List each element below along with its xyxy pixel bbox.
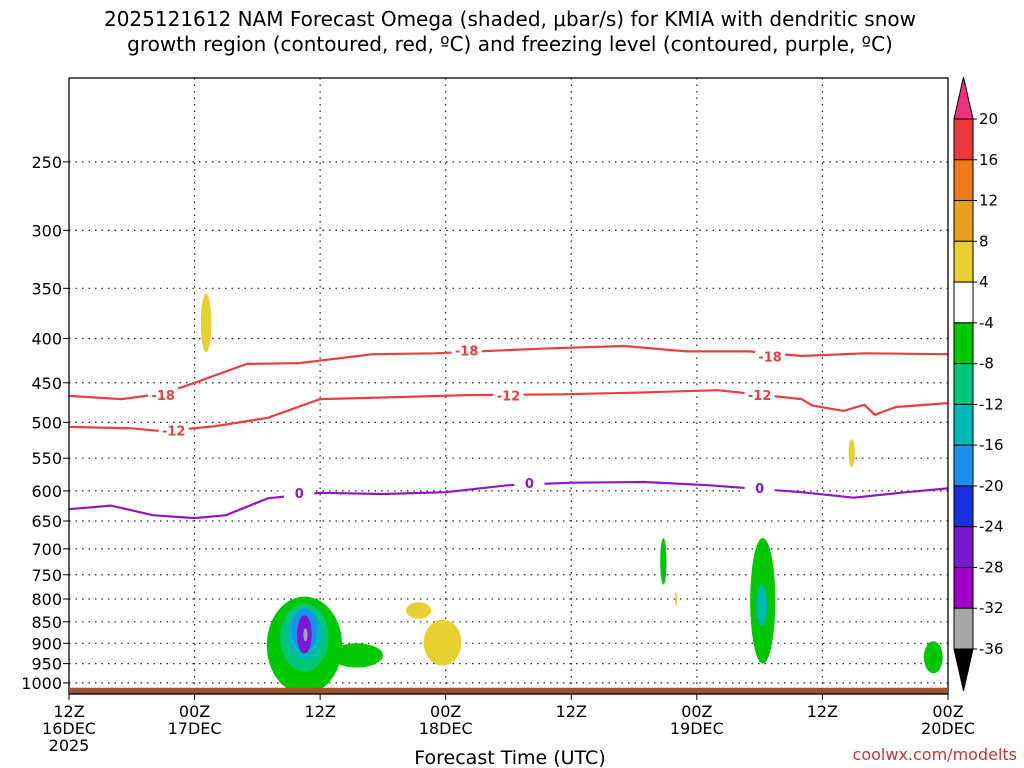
colorbar-tick-label: -4 <box>979 314 994 332</box>
contour-label-bg <box>514 475 545 490</box>
y-tick-label: 400 <box>31 330 62 349</box>
y-tick-label: 1000 <box>21 674 62 693</box>
y-tick-label: 650 <box>31 512 62 531</box>
x-tick-label: 00Z <box>430 702 461 721</box>
colorbar-box <box>953 403 974 446</box>
contour-label-bg <box>158 423 189 438</box>
contour-label: 0 <box>525 477 534 492</box>
contour-line--12-1 <box>68 389 949 433</box>
colorbar-tick-label: -12 <box>979 395 1004 413</box>
colorbar-tick-label: 20 <box>979 110 998 128</box>
omega-yellow-cell-18dec-22z <box>674 591 677 607</box>
x-tick-label: 17DEC <box>168 719 222 738</box>
omega-green-spur-17dec-15z <box>330 643 383 668</box>
omega-cyan-cell-19dec-06z <box>756 584 767 627</box>
credit-text: coolwx.com/modelts <box>853 745 1017 764</box>
contour-label: -12 <box>748 389 772 404</box>
chart-title: 2025121612 NAM Forecast Omega (shaded, μ… <box>104 7 916 31</box>
colorbar-tick-label: -8 <box>979 355 994 373</box>
contour-label-bg <box>755 349 786 364</box>
omega-yellow-cell-17dec-21z-upper <box>405 602 432 619</box>
y-tick-label: 900 <box>31 634 62 653</box>
contour-label: -18 <box>758 351 782 366</box>
omega-green-cell-18dec-21z <box>660 537 667 585</box>
colorbar-box <box>953 607 974 650</box>
colorbar-box <box>953 240 974 283</box>
colorbar-top-arrow <box>953 76 974 120</box>
colorbar-tick-label: -28 <box>979 558 1004 576</box>
colorbar-tick-label: -16 <box>979 436 1004 454</box>
contour-label: 0 <box>755 482 764 497</box>
y-tick-label: 300 <box>31 221 62 240</box>
colorbar-tick-label: 4 <box>979 273 989 291</box>
contour-label-bg <box>451 343 482 358</box>
contour-label-bg <box>744 481 775 496</box>
x-tick-label: 12Z <box>304 702 335 721</box>
y-tick-label: 250 <box>31 153 62 172</box>
colorbar-box <box>953 159 974 202</box>
colorbar-tick-label: 16 <box>979 151 998 169</box>
contour-label-bg <box>284 486 315 501</box>
x-tick-label: 2025 <box>49 736 90 755</box>
omega-yellow-cell-19dec-15z <box>848 439 855 467</box>
colorbar-box <box>953 200 974 242</box>
y-tick-label: 600 <box>31 482 62 501</box>
x-tick-label: 16DEC <box>42 719 96 738</box>
colorbar-box <box>953 485 974 528</box>
omega-yellow-cell-17dec-23z <box>423 619 462 666</box>
chart-title-line-2: growth region (contoured, red, ºC) and f… <box>127 32 893 56</box>
y-tick-label: 500 <box>31 413 62 432</box>
y-tick-label: 550 <box>31 449 62 468</box>
colorbar-box <box>953 118 974 161</box>
colorbar-box <box>953 566 974 609</box>
y-tick-label: 850 <box>31 613 62 632</box>
x-axis-label: Forecast Time (UTC) <box>414 747 605 768</box>
colorbar-tick-label: -20 <box>979 477 1004 495</box>
contour-label: -18 <box>151 389 175 404</box>
contour-label-bg <box>148 387 179 402</box>
colorbar-bottom-arrow <box>953 648 974 692</box>
x-tick-label: 12Z <box>556 702 587 721</box>
x-tick-label: 12Z <box>53 702 84 721</box>
ground-strip <box>70 687 947 694</box>
colorbar-tick-label: -24 <box>979 518 1004 536</box>
y-tick-label: 700 <box>31 540 62 559</box>
colorbar-box <box>953 363 974 405</box>
y-tick-label: 950 <box>31 655 62 674</box>
contour-label: -18 <box>455 344 479 359</box>
colorbar-box <box>953 526 974 568</box>
colorbar-tick-label: -32 <box>979 599 1004 617</box>
y-tick-label: 450 <box>31 374 62 393</box>
contour-label: 0 <box>295 487 304 502</box>
contour-label-bg <box>493 388 524 403</box>
contour-label: -12 <box>497 390 521 405</box>
y-tick-label: 800 <box>31 590 62 609</box>
x-tick-label: 18DEC <box>419 719 473 738</box>
y-tick-label: 350 <box>31 279 62 298</box>
x-tick-label: 12Z <box>807 702 838 721</box>
y-tick-label: 750 <box>31 566 62 585</box>
plot-area <box>69 78 948 694</box>
x-tick-label: 00Z <box>932 702 963 721</box>
omega-gray-core-17dec-12z <box>303 628 308 642</box>
contour-line-0-2 <box>68 480 949 520</box>
x-tick-label: 00Z <box>179 702 210 721</box>
contour-label: -12 <box>162 424 186 439</box>
colorbar-box <box>953 444 974 487</box>
colorbar-tick-label: -36 <box>979 640 1004 658</box>
x-tick-label: 00Z <box>681 702 712 721</box>
x-tick-label: 19DEC <box>670 719 724 738</box>
colorbar-tick-label: 8 <box>979 232 989 250</box>
omega-green-cell-19dec-22z <box>923 641 943 674</box>
colorbar-box <box>953 281 974 324</box>
omega-yellow-cell-17dec-0030z <box>200 293 212 353</box>
x-tick-label: 20DEC <box>921 719 975 738</box>
plot-border <box>68 77 949 695</box>
colorbar-tick-label: 12 <box>979 192 998 210</box>
colorbar-box <box>953 322 974 365</box>
contour-label-bg <box>744 387 775 402</box>
